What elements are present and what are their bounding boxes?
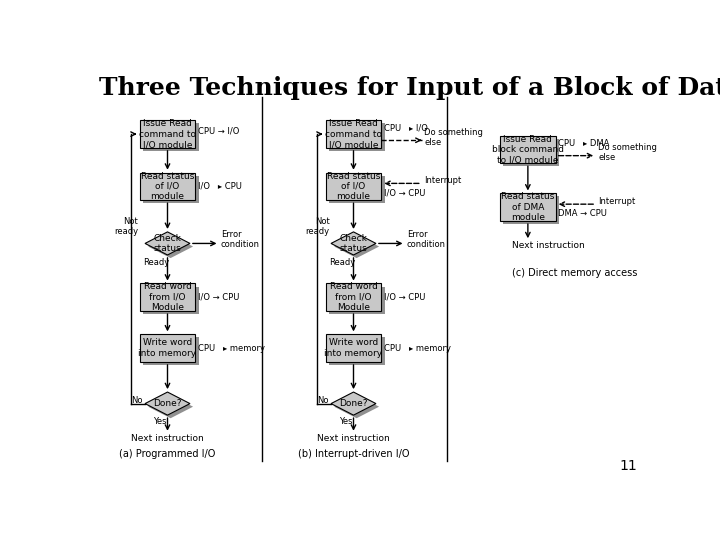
Polygon shape — [331, 392, 376, 415]
Text: Error
condition: Error condition — [407, 230, 446, 249]
Text: Write word
into memory: Write word into memory — [138, 339, 197, 358]
Polygon shape — [331, 232, 376, 255]
FancyBboxPatch shape — [143, 338, 199, 365]
Text: Issue Read
command to
I/O module: Issue Read command to I/O module — [325, 119, 382, 149]
FancyBboxPatch shape — [503, 139, 559, 166]
Text: No: No — [318, 396, 329, 405]
Text: Write word
into memory: Write word into memory — [325, 339, 382, 358]
Text: Read status
of I/O
module: Read status of I/O module — [141, 172, 194, 201]
Text: Interrupt: Interrupt — [598, 197, 636, 206]
Text: CPU   ▸ I/O: CPU ▸ I/O — [384, 124, 428, 132]
FancyBboxPatch shape — [143, 287, 199, 314]
Text: CPU → I/O: CPU → I/O — [198, 126, 239, 136]
FancyBboxPatch shape — [329, 123, 384, 151]
Polygon shape — [334, 395, 379, 418]
Polygon shape — [145, 392, 190, 415]
Text: Next instruction: Next instruction — [131, 434, 204, 443]
Text: Error
condition: Error condition — [221, 230, 260, 249]
Text: Read word
from I/O
Module: Read word from I/O Module — [143, 282, 192, 312]
Polygon shape — [145, 232, 190, 255]
Text: Interrupt: Interrupt — [424, 176, 462, 185]
FancyBboxPatch shape — [143, 176, 199, 204]
Text: 11: 11 — [619, 459, 637, 473]
Text: (c) Direct memory access: (c) Direct memory access — [513, 268, 638, 278]
Text: Do something
else: Do something else — [424, 128, 483, 146]
Text: Next instruction: Next instruction — [317, 434, 390, 443]
Text: Check
status: Check status — [340, 234, 367, 253]
Text: Not
ready: Not ready — [305, 217, 330, 236]
Text: I/O → CPU: I/O → CPU — [384, 293, 425, 302]
Text: Ready: Ready — [143, 258, 170, 267]
Text: Three Techniques for Input of a Block of Data: Three Techniques for Input of a Block of… — [99, 76, 720, 99]
FancyBboxPatch shape — [143, 123, 199, 151]
Text: Ready: Ready — [330, 258, 356, 267]
Text: Done?: Done? — [339, 399, 368, 408]
Text: I/O   ▸ CPU: I/O ▸ CPU — [198, 182, 242, 191]
FancyBboxPatch shape — [325, 334, 382, 362]
Text: Issue Read
block command
to I/O module: Issue Read block command to I/O module — [492, 134, 564, 164]
Text: I/O → CPU: I/O → CPU — [198, 293, 239, 302]
Text: Read status
of DMA
module: Read status of DMA module — [501, 192, 554, 222]
Text: Not
ready: Not ready — [114, 217, 138, 236]
Text: CPU   ▸ DMA: CPU ▸ DMA — [558, 139, 609, 148]
Text: CPU   ▸ memory: CPU ▸ memory — [384, 343, 451, 353]
Polygon shape — [148, 235, 193, 258]
FancyBboxPatch shape — [140, 120, 195, 148]
FancyBboxPatch shape — [329, 338, 384, 365]
Text: CPU   ▸ memory: CPU ▸ memory — [198, 343, 265, 353]
Polygon shape — [148, 395, 193, 418]
Text: Check
status: Check status — [153, 234, 181, 253]
FancyBboxPatch shape — [140, 173, 195, 200]
Text: Yes: Yes — [153, 417, 166, 426]
Polygon shape — [334, 235, 379, 258]
Text: (a) Programmed I/O: (a) Programmed I/O — [120, 449, 216, 458]
FancyBboxPatch shape — [140, 284, 195, 311]
FancyBboxPatch shape — [500, 136, 556, 164]
FancyBboxPatch shape — [325, 120, 382, 148]
Text: I/O → CPU: I/O → CPU — [384, 188, 425, 197]
FancyBboxPatch shape — [325, 284, 382, 311]
Text: DMA → CPU: DMA → CPU — [558, 209, 607, 218]
Text: Issue Read
command to
I/O module: Issue Read command to I/O module — [139, 119, 196, 149]
Text: Yes: Yes — [339, 417, 353, 426]
FancyBboxPatch shape — [325, 173, 382, 200]
Text: No: No — [131, 396, 143, 405]
FancyBboxPatch shape — [140, 334, 195, 362]
Text: Done?: Done? — [153, 399, 181, 408]
Text: Do something
else: Do something else — [598, 143, 657, 162]
FancyBboxPatch shape — [503, 197, 559, 224]
FancyBboxPatch shape — [500, 193, 556, 221]
Text: Read status
of I/O
module: Read status of I/O module — [327, 172, 380, 201]
Text: (b) Interrupt-driven I/O: (b) Interrupt-driven I/O — [298, 449, 409, 458]
Text: Next instruction: Next instruction — [513, 241, 585, 250]
FancyBboxPatch shape — [329, 176, 384, 204]
FancyBboxPatch shape — [329, 287, 384, 314]
Text: Read word
from I/O
Module: Read word from I/O Module — [330, 282, 377, 312]
